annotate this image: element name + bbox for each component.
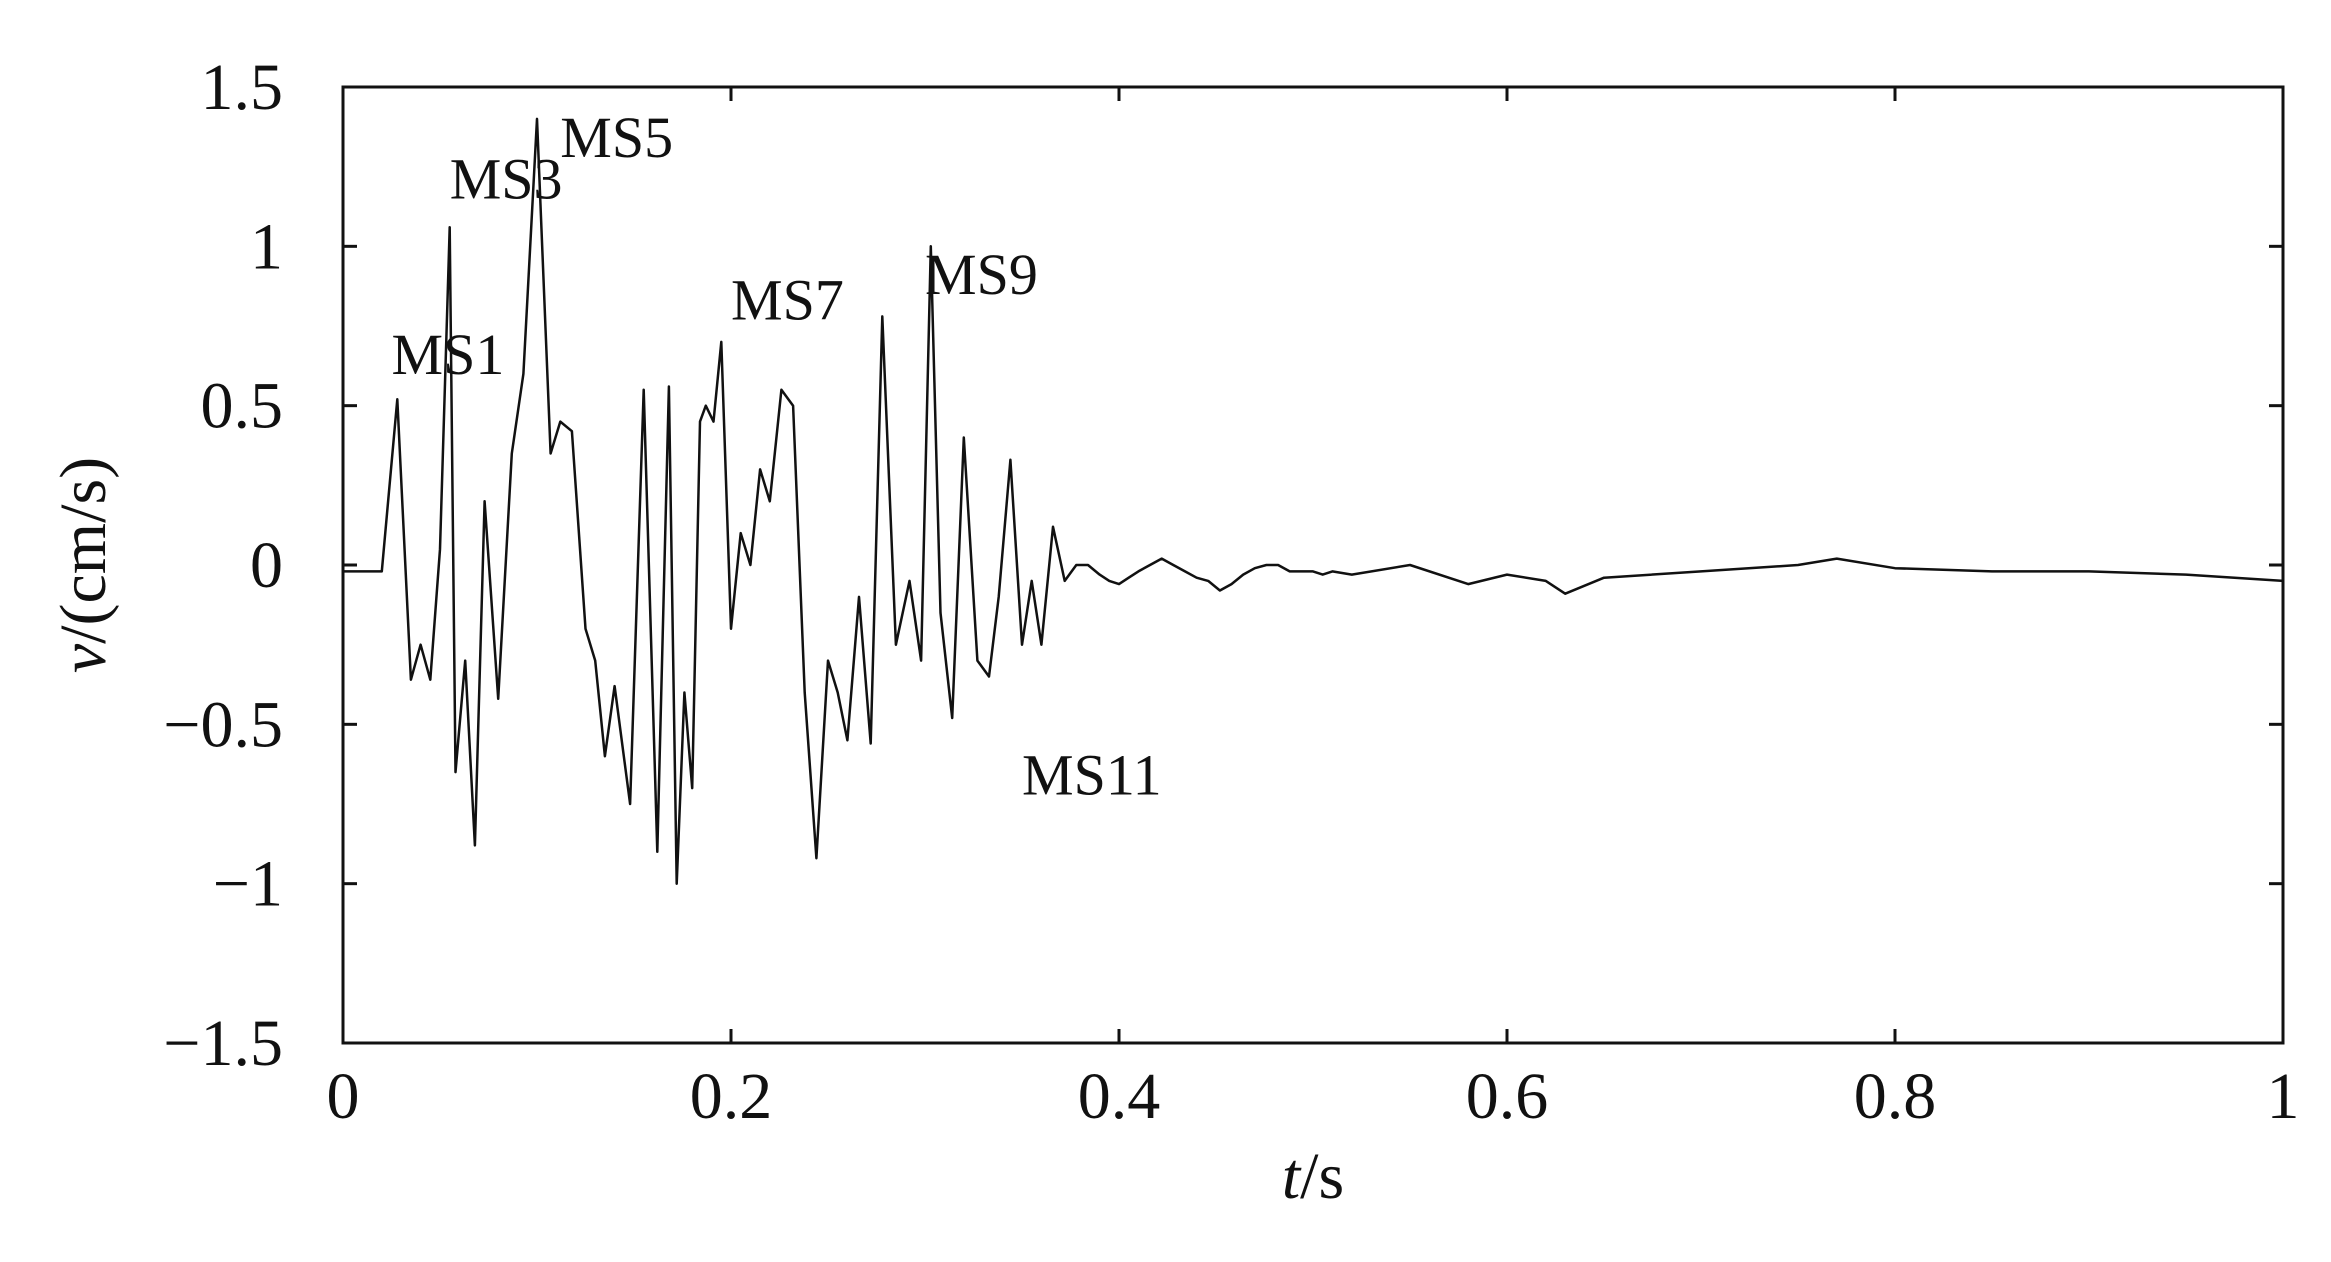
plot-frame — [341, 85, 2285, 1045]
x-tick-label: 0 — [327, 1060, 360, 1133]
y-tick-label: −1 — [213, 848, 283, 921]
x-axis-var: t — [1282, 1140, 1302, 1213]
y-tick-label: 1.5 — [201, 51, 284, 124]
ticks-layer: 0 0.2 0.4 0.6 0.8 1 1.5 1 0.5 0 −0.5 −1 −1.5 — [163, 51, 2299, 1133]
x-tick-label: 0.2 — [690, 1060, 773, 1133]
peak-annotation: MS9 — [925, 242, 1038, 307]
y-tick-label: 0 — [250, 529, 283, 602]
x-axis-label: t/s — [1282, 1140, 1344, 1213]
peak-annotation: MS7 — [731, 268, 844, 333]
peak-annotation: MS3 — [450, 147, 563, 212]
y-tick-label: 0.5 — [201, 370, 284, 443]
x-axis-unit: /s — [1300, 1140, 1344, 1213]
y-tick-label: −1.5 — [163, 1007, 283, 1080]
y-tick-label: −0.5 — [163, 688, 283, 761]
y-axis-label: v/(cm/s) — [47, 457, 120, 673]
x-tick-label: 0.4 — [1078, 1060, 1161, 1133]
peak-annotation: MS1 — [392, 322, 505, 387]
peak-annotation: MS11 — [1022, 742, 1162, 807]
series-layer — [343, 117, 2284, 885]
y-axis-unit: /(cm/s) — [47, 457, 120, 644]
peak-annotation: MS5 — [560, 105, 673, 170]
x-tick-label: 0.8 — [1854, 1060, 1937, 1133]
velocity-series-line — [343, 117, 2284, 885]
x-tick-label: 0.6 — [1466, 1060, 1549, 1133]
y-axis-var: v — [47, 643, 120, 673]
y-tick-label: 1 — [250, 210, 283, 283]
x-tick-label: 1 — [2267, 1060, 2300, 1133]
